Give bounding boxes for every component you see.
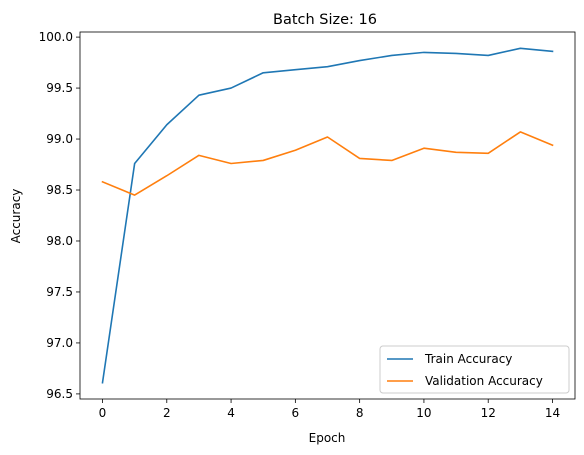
chart-title: Batch Size: 16 [273, 12, 377, 28]
y-axis-label: Accuracy [9, 189, 23, 244]
y-tick-label: 99.0 [46, 132, 73, 146]
y-tick-label: 96.5 [46, 387, 73, 401]
x-axis-label: Epoch [309, 431, 346, 445]
x-axis: 0 2 4 6 8 10 12 14 [99, 399, 560, 420]
y-tick-label: 100.0 [39, 30, 73, 44]
legend: Train Accuracy Validation Accuracy [379, 345, 570, 394]
series-layer [101, 47, 554, 384]
y-tick-label: 98.5 [46, 183, 73, 197]
x-tick-label: 10 [416, 406, 431, 420]
x-tick-label: 8 [356, 406, 364, 420]
series-line-validation-accuracy [101, 131, 554, 196]
series-line-train-accuracy [101, 47, 554, 384]
x-tick-label: 0 [99, 406, 107, 420]
legend-box [379, 345, 570, 394]
legend-label: Validation Accuracy [425, 374, 543, 388]
x-tick-label: 14 [545, 406, 560, 420]
plot-area [79, 31, 576, 400]
axes-frame [79, 31, 576, 400]
y-axis: 96.5 97.0 97.5 98.0 98.5 99.0 99.5 100.0 [39, 30, 80, 401]
y-tick-label: 98.0 [46, 234, 73, 248]
y-tick-label: 99.5 [46, 81, 73, 95]
x-tick-label: 4 [227, 406, 235, 420]
y-tick-label: 97.0 [46, 336, 73, 350]
legend-label: Train Accuracy [424, 352, 512, 366]
x-tick-label: 12 [481, 406, 496, 420]
x-tick-label: 6 [292, 406, 300, 420]
y-tick-label: 97.5 [46, 285, 73, 299]
x-tick-label: 2 [163, 406, 171, 420]
